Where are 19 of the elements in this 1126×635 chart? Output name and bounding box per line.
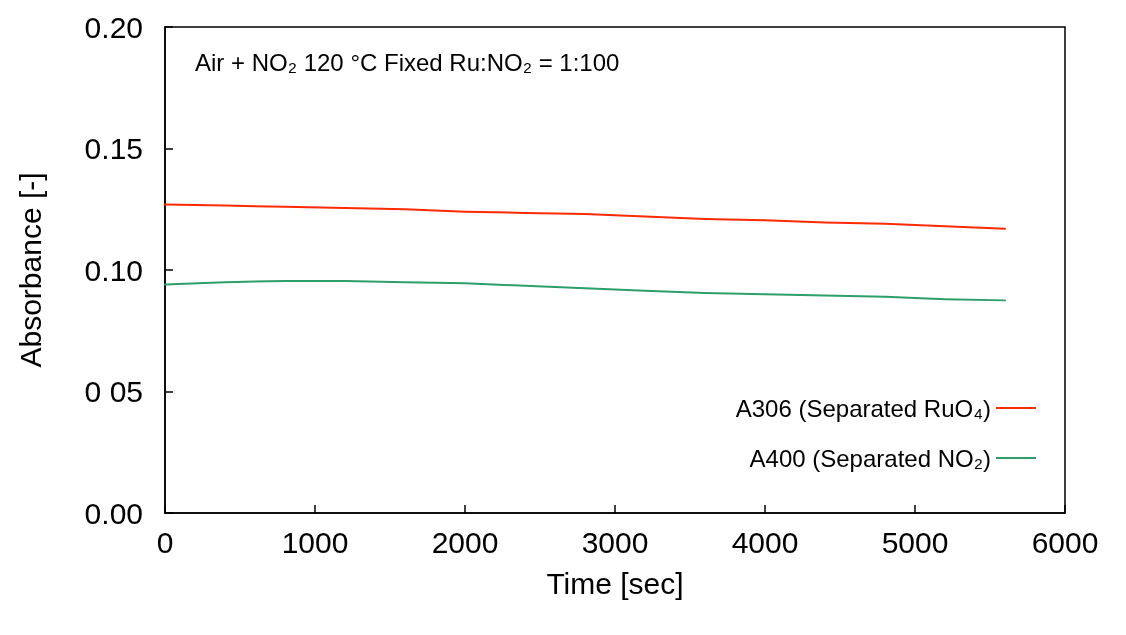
x-tick-label: 0 (156, 525, 174, 559)
y-tick-label: 0.20 (84, 10, 143, 44)
x-axis-title: Time [sec] (546, 566, 684, 600)
y-tick-label: 0 05 (84, 375, 143, 408)
x-tick-label: 4000 (731, 525, 799, 559)
x-tick-label: 3000 (581, 525, 649, 559)
line-series (164, 203, 1006, 230)
legend-label: A306 (Separated RuO₄) (735, 394, 991, 422)
y-tick-label: 0.10 (84, 253, 143, 287)
x-tick-label: 2000 (431, 525, 499, 559)
y-tick-label: 0.00 (84, 496, 143, 530)
text: Air + NO₂ 120 °C Fixed Ru:NO₂ = 1:100 (195, 48, 620, 76)
y-axis-title: Absorbance [-] (13, 172, 47, 368)
y-tick-label: 0.15 (84, 132, 143, 165)
x-tick-label: 6000 (1031, 525, 1099, 559)
x-tick-label: 5000 (881, 525, 949, 559)
line-series (164, 279, 1006, 302)
legend-label: A400 (Separated NO₂) (749, 444, 991, 472)
x-tick-label: 1000 (281, 525, 349, 559)
